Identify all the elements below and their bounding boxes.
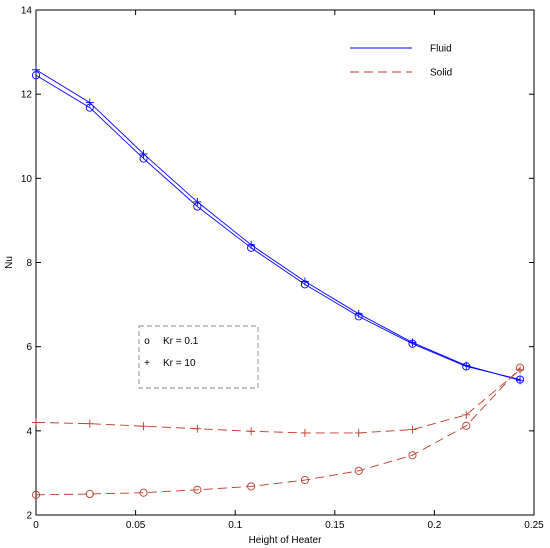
data-point-plus: [408, 425, 417, 434]
data-point-circle: [85, 489, 94, 499]
data-point-circle: [462, 421, 471, 430]
y-tick-label: 4: [26, 426, 32, 437]
data-point-plus: [516, 365, 525, 374]
data-point-plus: [193, 424, 202, 433]
legend-symbol: o: [144, 336, 150, 347]
data-point-plus: [300, 428, 309, 437]
x-axis-title: Height of Heater: [249, 535, 322, 546]
data-point-plus: [32, 418, 40, 427]
data-point-circle: [247, 482, 256, 491]
legend-label-solid: Solid: [430, 68, 452, 79]
data-point-plus: [408, 338, 417, 347]
data-point-plus: [247, 427, 256, 436]
legend-box: [138, 325, 259, 389]
series-layer: [31, 65, 525, 499]
data-point-circle: [31, 490, 41, 499]
y-tick-label: 6: [26, 342, 32, 353]
y-tick-label: 12: [21, 90, 33, 101]
axis-ticks: 0 0.05 0.1 0.15 0.2 0.25 2 4 6 8 10 12 14: [21, 6, 544, 532]
series-line: [35, 369, 521, 434]
legend-label: Kr = 0.1: [163, 336, 199, 347]
data-point-plus: [354, 309, 363, 318]
x-tick-label: 0.25: [524, 520, 544, 531]
data-point-plus: [300, 277, 309, 286]
legend-fluid-solid: Fluid Solid: [350, 44, 452, 79]
series-solid-kr-10: [32, 365, 525, 437]
legend-symbol: +: [144, 358, 150, 369]
x-tick-label: 0.15: [325, 520, 345, 531]
y-tick-label: 14: [21, 6, 33, 17]
x-tick-label: 0.2: [427, 520, 441, 531]
y-tick-label: 8: [26, 258, 32, 269]
data-point-plus: [516, 376, 525, 385]
data-point-plus: [85, 98, 94, 107]
data-point-plus: [354, 428, 363, 437]
data-point-circle: [408, 451, 417, 460]
data-point-plus: [247, 240, 256, 249]
y-tick-label: 2: [26, 511, 32, 522]
data-point-plus: [462, 410, 471, 419]
y-axis-title: Nu: [4, 256, 15, 269]
legend-kr: o Kr = 0.1 + Kr = 10: [138, 325, 259, 389]
data-point-plus: [32, 65, 40, 74]
series-line: [35, 69, 521, 381]
x-tick-label: 0: [33, 520, 39, 531]
data-point-circle: [139, 488, 148, 497]
data-point-plus: [85, 419, 94, 428]
legend-label: Kr = 10: [163, 358, 196, 369]
series-line: [35, 367, 521, 496]
data-point-plus: [193, 197, 202, 206]
data-point-plus: [139, 422, 148, 431]
data-point-circle: [354, 466, 363, 475]
y-tick-label: 10: [21, 174, 33, 185]
series-fluid-kr-10: [32, 65, 525, 385]
data-point-circle: [300, 476, 309, 485]
data-point-circle: [193, 485, 202, 494]
legend-label-fluid: Fluid: [430, 44, 452, 55]
data-point-plus: [462, 361, 471, 370]
series-line: [35, 74, 521, 380]
x-tick-label: 0.1: [228, 520, 242, 531]
data-point-plus: [139, 149, 148, 158]
x-tick-label: 0.05: [126, 520, 146, 531]
series-solid-kr-0-1: [31, 363, 525, 499]
